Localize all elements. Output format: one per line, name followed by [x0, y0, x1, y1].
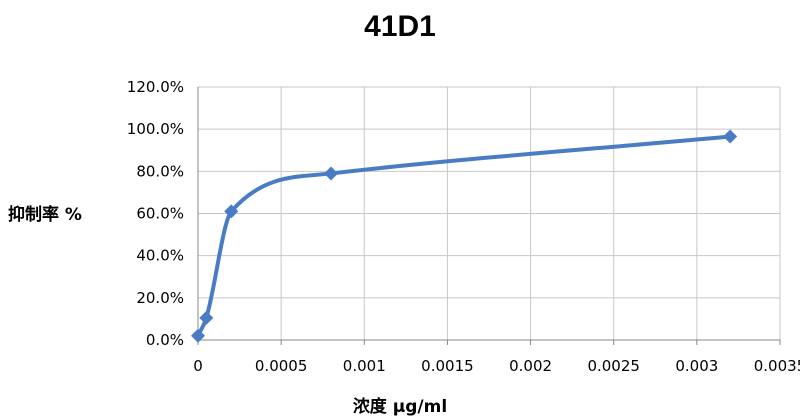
grid — [198, 86, 781, 340]
data-point-marker — [191, 328, 205, 343]
series — [191, 129, 738, 343]
y-tick-label: 80.0% — [136, 162, 184, 180]
x-tick-label: 0.001 — [343, 357, 386, 375]
x-tick-label: 0.003 — [675, 357, 718, 375]
x-tick-label: 0.0005 — [255, 357, 308, 375]
y-tick-label: 40.0% — [136, 247, 184, 265]
data-point-marker — [224, 204, 239, 219]
x-tick-labels: 0 0.0005 0.001 0.0015 0.002 0.0025 0.003 0.0035 — [193, 357, 800, 375]
data-point-marker — [199, 310, 214, 325]
x-tick-label: 0.0015 — [421, 357, 474, 375]
y-tick-label: 60.0% — [136, 205, 184, 223]
x-tick-label: 0 — [193, 357, 203, 375]
x-tick-label: 0.0025 — [587, 357, 640, 375]
axes — [197, 87, 781, 345]
y-tick-label: 120.0% — [127, 78, 184, 96]
data-point-marker — [723, 129, 738, 144]
x-tick-label: 0.0035 — [754, 357, 800, 375]
x-axis-label: 浓度 μg/ml — [352, 397, 448, 417]
x-tick-label: 0.002 — [509, 357, 552, 375]
series-line — [196, 134, 733, 338]
data-point-marker — [324, 166, 339, 181]
y-tick-labels: 0.0% 20.0% 40.0% 60.0% 80.0% 100.0% 120.0% — [127, 78, 184, 349]
chart-title: 41D1 — [364, 10, 436, 43]
y-tick-label: 20.0% — [136, 289, 184, 307]
y-tick-label: 100.0% — [127, 120, 184, 138]
y-axis-label: 抑制率 % — [8, 205, 82, 225]
y-tick-label: 0.0% — [146, 331, 184, 349]
